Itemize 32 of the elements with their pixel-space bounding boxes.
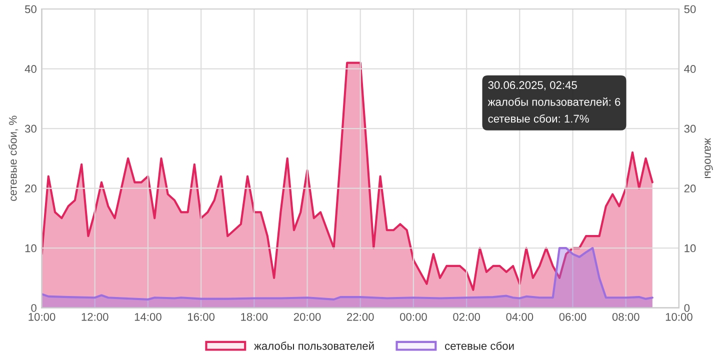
y2-tick-label: 20 (684, 184, 696, 192)
annotation: 30.06.2025, 02:45 (488, 81, 577, 90)
annotation: сетевые сбои: 1.7% (488, 114, 589, 123)
y-tick-label: 40 (24, 65, 36, 73)
y-tick-label: 50 (24, 5, 36, 14)
y2-tick-label: 40 (684, 65, 696, 73)
y2-tick-label: 10 (684, 244, 696, 252)
y-tick-label: 30 (24, 124, 36, 133)
x-tick-label: 14:00 (134, 312, 162, 321)
x-tick-label: 22:00 (347, 312, 374, 321)
y-tick-label: 0 (31, 304, 36, 312)
y-tick-label: 10 (25, 244, 36, 252)
x-tick-label: 10:00 (28, 312, 56, 321)
x-tick-label: 12:00 (82, 312, 108, 321)
y2-tick-label: 50 (684, 5, 696, 14)
x-tick-label: 20:00 (294, 312, 321, 321)
y2-axis-title: жалобы (704, 138, 713, 178)
x-tick-label: 16:00 (188, 312, 215, 321)
y2-tick-label: 0 (684, 304, 690, 312)
y-axis-title: сетевые сбои, % (8, 116, 18, 201)
x-tick-label: 06:00 (559, 312, 586, 321)
x-tick-label: 08:00 (612, 312, 640, 321)
x-tick-label: 18:00 (241, 312, 268, 321)
y2-tick-label: 30 (684, 124, 696, 133)
y-tick-label: 20 (25, 184, 36, 192)
x-tick-label: 02:00 (453, 312, 480, 321)
legend-label: жалобы пользователей (254, 342, 374, 350)
x-tick-label: 00:00 (400, 312, 427, 321)
annotation: жалобы пользователей: 6 (488, 98, 620, 106)
x-tick-label: 04:00 (506, 312, 534, 321)
x-tick-label: 10:00 (666, 312, 692, 321)
legend-label: сетевые сбои (445, 342, 514, 350)
